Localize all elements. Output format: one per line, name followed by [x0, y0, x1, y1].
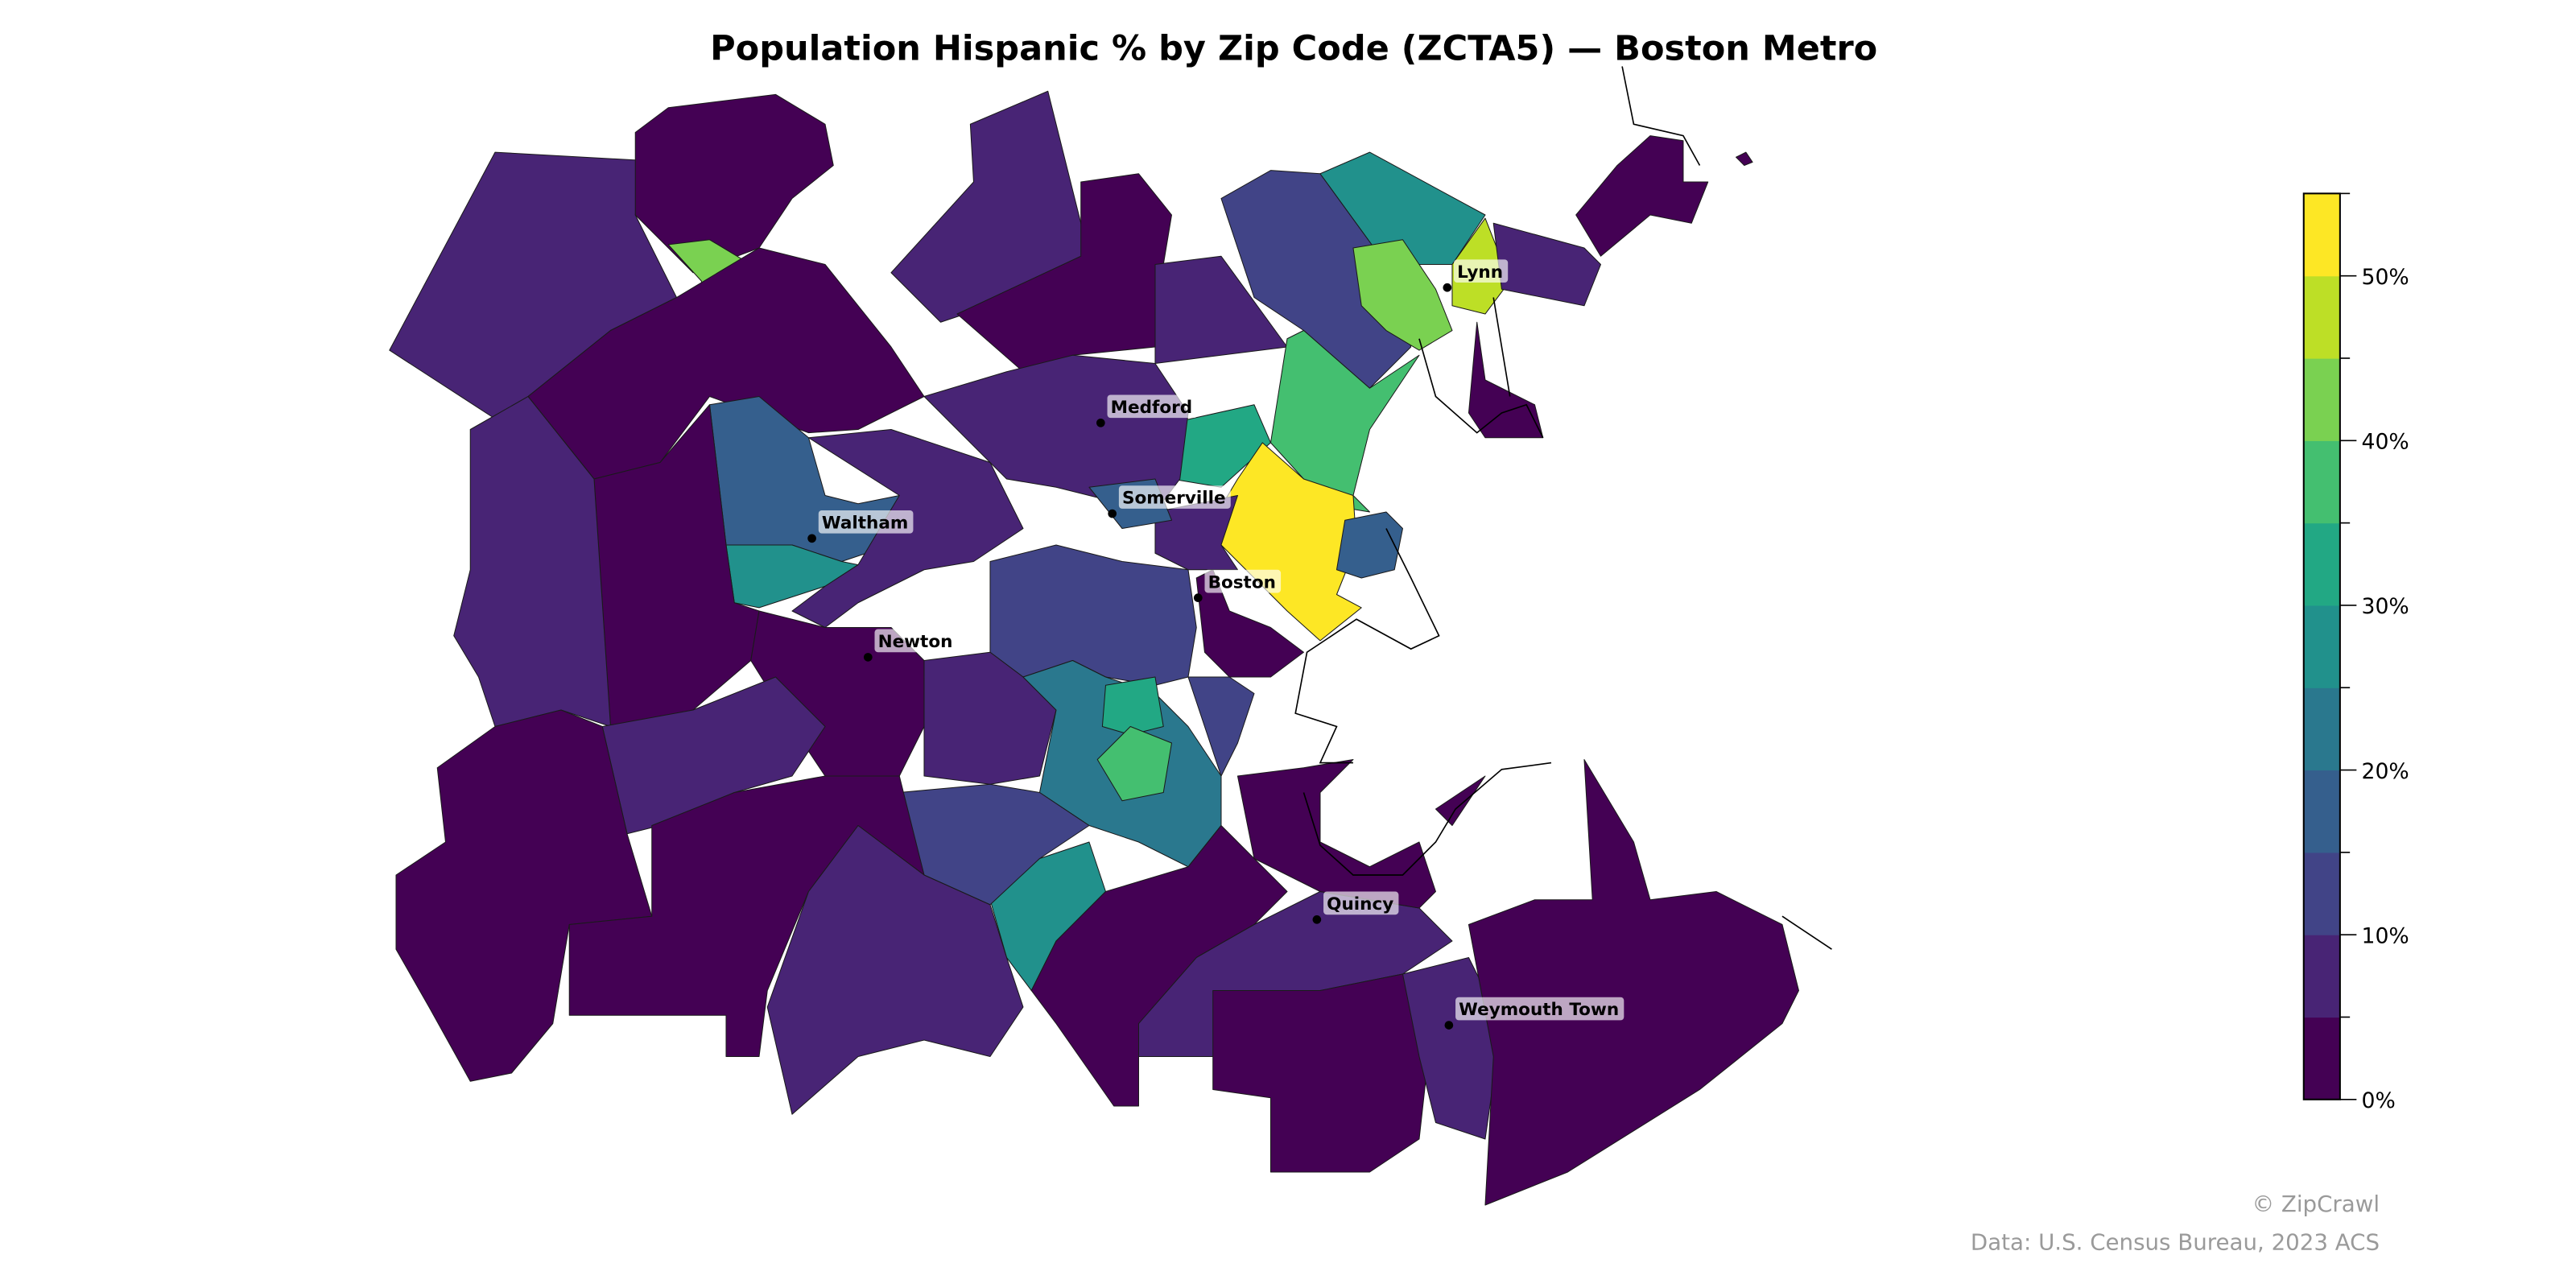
zip-regions	[389, 90, 1799, 1206]
colorbar-bin	[2303, 1017, 2340, 1100]
city-label-bg	[1204, 569, 1282, 593]
zip-region	[1435, 775, 1486, 827]
city-dot	[1193, 593, 1203, 602]
city-label-bg	[1454, 259, 1509, 283]
zip-region	[890, 90, 1090, 323]
city-marker: Medford	[1096, 394, 1198, 427]
city-label: Quincy	[1327, 894, 1393, 914]
zip-region	[1335, 511, 1403, 579]
coast-line	[1492, 297, 1511, 397]
zip-region	[1096, 725, 1172, 802]
colorbar-bin	[2303, 440, 2340, 524]
coast-line	[1781, 915, 1832, 950]
city-label-bg	[1118, 485, 1231, 509]
city-label: Somerville	[1122, 489, 1226, 509]
city-dot	[863, 653, 873, 662]
city-marker: Waltham	[807, 510, 914, 543]
colorbar-frame	[2302, 192, 2341, 1100]
zip-region	[1352, 239, 1453, 351]
city-label: Medford	[1111, 398, 1193, 418]
colorbar-bin	[2303, 522, 2340, 606]
zip-region	[601, 676, 826, 835]
colorbar-bin	[2303, 605, 2340, 688]
colorbar-tick-label: 0%	[2362, 1088, 2396, 1113]
city-label: Weymouth Town	[1459, 1000, 1619, 1020]
city-marker: Quincy	[1312, 891, 1399, 924]
source-text: Data: U.S. Census Bureau, 2023 ACS	[1971, 1228, 2380, 1255]
map-title: Population Hispanic % by Zip Code (ZCTA5…	[710, 28, 1877, 68]
city-marker: Somerville	[1108, 485, 1231, 518]
zip-region	[1468, 758, 1799, 1206]
colorbar-tick-label: 10%	[2362, 923, 2409, 948]
city-label: Newton	[878, 632, 953, 652]
coast-line	[1621, 66, 1701, 166]
city-dot	[1444, 1021, 1454, 1030]
zip-region	[1575, 135, 1709, 257]
city-marker: Weymouth Town	[1444, 997, 1624, 1030]
city-dot	[1108, 509, 1117, 518]
zip-region	[1492, 222, 1601, 307]
colorbar-bin	[2303, 935, 2340, 1018]
zip-region	[395, 709, 653, 1082]
zip-region	[1101, 676, 1164, 736]
zip-region	[989, 544, 1197, 686]
colorbar-tick-label: 20%	[2362, 759, 2409, 784]
city-label-bg	[874, 629, 958, 653]
city-label: Waltham	[822, 514, 908, 534]
colorbar-bin	[2303, 275, 2340, 359]
city-label-bg	[1323, 891, 1399, 915]
colorbar-bin	[2303, 687, 2340, 771]
zip-region	[766, 824, 1024, 1115]
coastline	[1294, 66, 1832, 950]
zip-region	[568, 775, 925, 1058]
city-marker: Lynn	[1443, 259, 1509, 292]
zip-region	[634, 93, 834, 274]
zip-region	[1468, 321, 1544, 439]
city-label-bg	[1107, 394, 1198, 419]
colorbar-tick-label: 40%	[2362, 430, 2409, 455]
city-dot	[1443, 283, 1452, 292]
city-marker: Boston	[1193, 569, 1282, 602]
coast-line	[1302, 762, 1552, 876]
colorbar-bin	[2303, 193, 2340, 277]
zip-region	[923, 651, 1057, 785]
coast-line	[1418, 338, 1544, 439]
coast-line	[1294, 528, 1440, 764]
colorbar-bin	[2303, 770, 2340, 853]
zip-region	[923, 354, 1189, 513]
colorbar-bin	[2303, 357, 2340, 441]
credit-text: © ZipCrawl	[2252, 1191, 2380, 1217]
colorbar-tick-label: 50%	[2362, 265, 2409, 290]
city-dot	[1096, 418, 1105, 427]
city-markers: Medford Somerville Waltham Boston Newton Lynn…	[807, 259, 1624, 1030]
zip-region	[1187, 676, 1255, 777]
zip-region	[1220, 170, 1412, 389]
zip-region	[1212, 973, 1436, 1173]
city-label-bg	[1455, 997, 1624, 1021]
zip-region	[1736, 151, 1753, 167]
city-label: Boston	[1208, 572, 1276, 592]
colorbar: 0% 10% 20% 30% 40% 50%	[2302, 192, 2409, 1113]
city-marker: Newton	[863, 629, 958, 662]
city-label: Lynn	[1457, 262, 1503, 283]
city-dot	[1312, 915, 1322, 924]
city-label-bg	[818, 510, 914, 534]
colorbar-tick-label: 30%	[2362, 594, 2409, 619]
colorbar-bin	[2303, 852, 2340, 935]
zip-region	[1236, 758, 1436, 909]
city-dot	[807, 534, 816, 543]
